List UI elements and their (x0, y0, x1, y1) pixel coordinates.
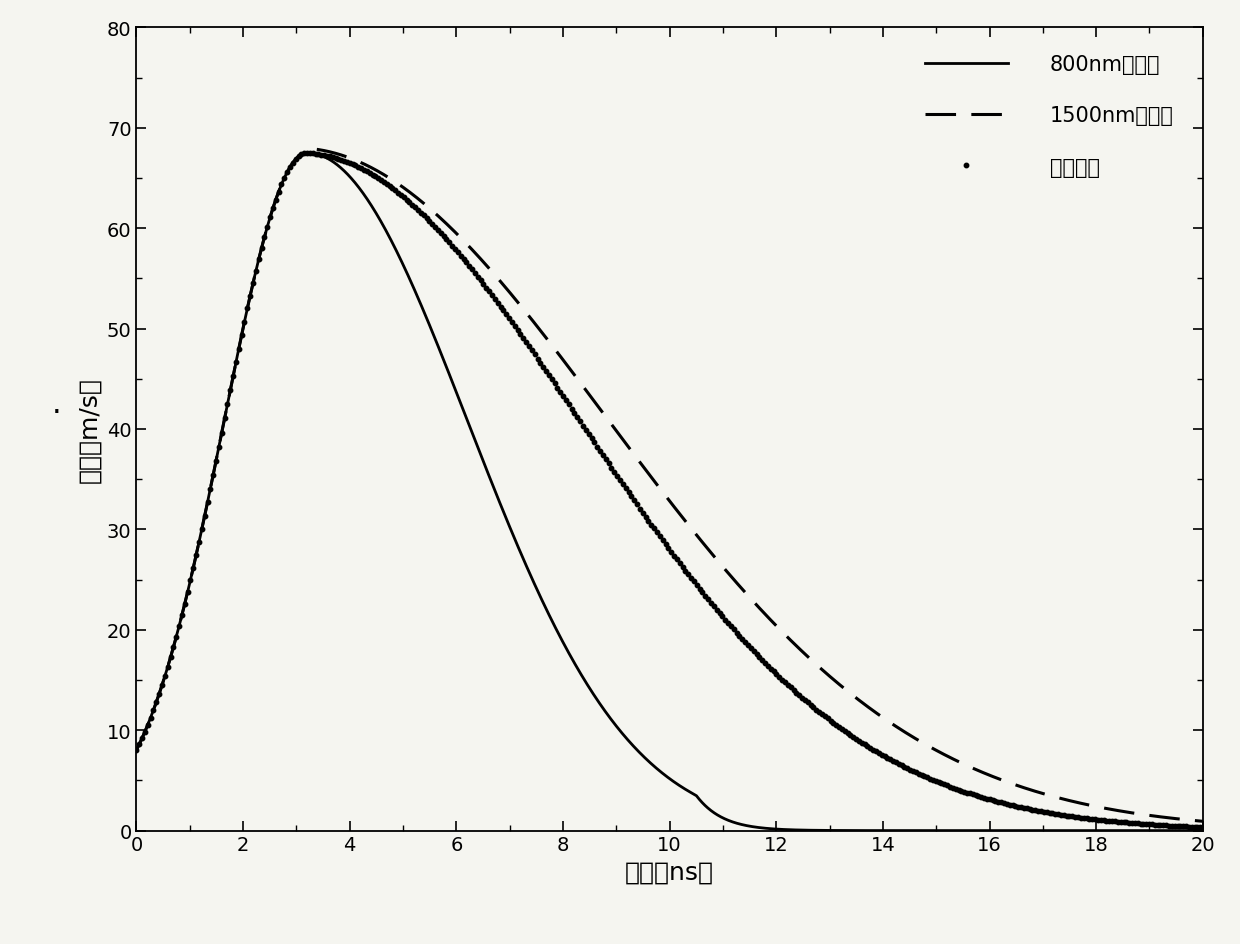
800nm长轨道 (584, 686, 599, 698)
800nm长轨道 (314, 151, 329, 162)
800nm长轨道 (538, 602, 553, 614)
1500nm长轨道 (538, 332, 553, 344)
800nm长轨道 (129, 745, 144, 756)
800nm长轨道 (1174, 825, 1189, 836)
拟合曲线 (129, 745, 144, 756)
1500nm长轨道 (584, 393, 599, 404)
拟合曲线 (1174, 820, 1189, 832)
800nm长轨道 (1060, 825, 1075, 836)
1500nm长轨道 (1195, 816, 1210, 827)
1500nm长轨道 (1174, 814, 1189, 825)
1500nm长轨道 (1060, 795, 1075, 806)
1500nm长轨道 (300, 143, 315, 155)
Line: 1500nm长轨道: 1500nm长轨道 (136, 149, 1203, 821)
800nm长轨道 (300, 148, 315, 160)
1500nm长轨道 (129, 745, 144, 756)
800nm长轨道 (1195, 825, 1210, 836)
1500nm长轨道 (250, 257, 265, 268)
拟合曲线 (584, 433, 599, 445)
Y-axis label: 速度（m/s）: 速度（m/s） (77, 377, 102, 482)
X-axis label: 时间（ns）: 时间（ns） (625, 860, 714, 885)
Legend: 800nm长轨道, 1500nm长轨道, 拟合曲线: 800nm长轨道, 1500nm长轨道, 拟合曲线 (916, 47, 1182, 186)
拟合曲线 (1060, 810, 1075, 821)
拟合曲线 (1195, 821, 1210, 833)
拟合曲线 (299, 148, 314, 160)
Text: ·: · (52, 399, 61, 428)
1500nm长轨道 (314, 145, 329, 157)
拟合曲线 (538, 365, 553, 377)
Line: 拟合曲线: 拟合曲线 (134, 151, 1205, 830)
拟合曲线 (250, 257, 265, 268)
800nm长轨道 (250, 257, 265, 268)
Line: 800nm长轨道: 800nm长轨道 (136, 154, 1203, 831)
拟合曲线 (314, 150, 329, 161)
